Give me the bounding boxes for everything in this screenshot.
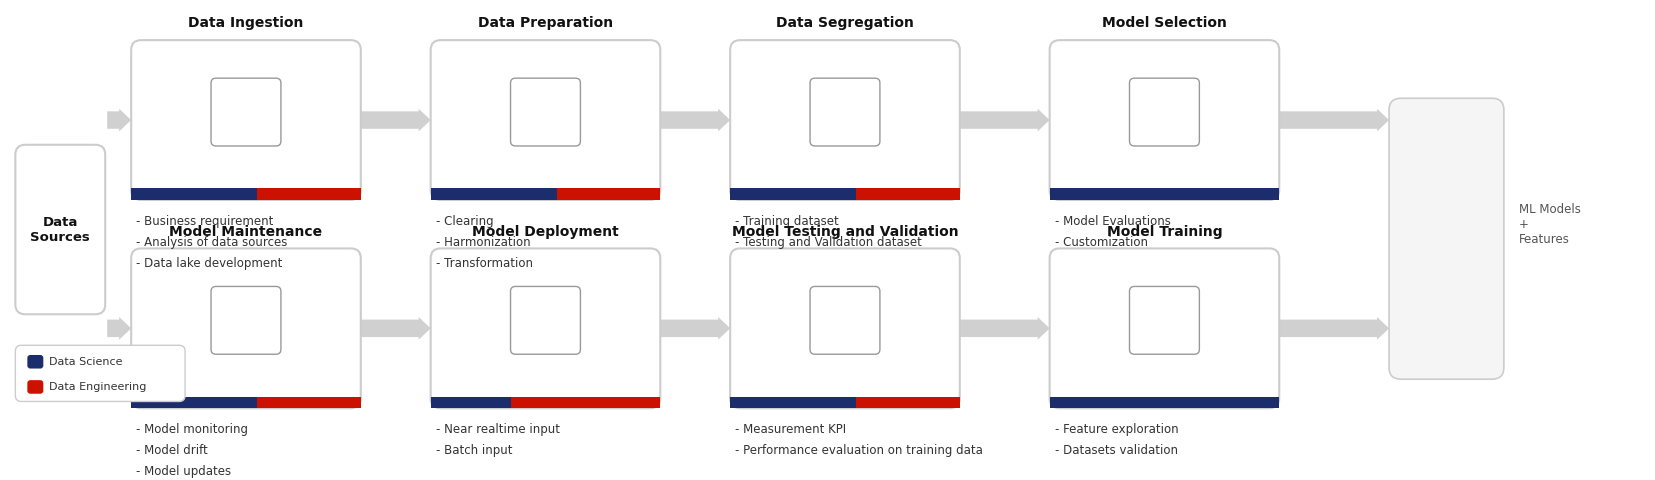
Text: Model Training: Model Training (1106, 225, 1221, 239)
FancyArrow shape (660, 109, 730, 132)
Text: - Clearing: - Clearing (435, 215, 493, 228)
FancyBboxPatch shape (730, 40, 960, 200)
Text: Data Science: Data Science (50, 357, 122, 367)
Text: Model Selection: Model Selection (1101, 16, 1226, 30)
Bar (1049, 188, 1278, 200)
Text: - Model updates: - Model updates (136, 466, 232, 479)
Text: - Datasets validation: - Datasets validation (1054, 444, 1177, 457)
FancyArrow shape (1278, 317, 1389, 340)
Text: - Near realtime input: - Near realtime input (435, 423, 559, 436)
Text: - Measurement KPI: - Measurement KPI (735, 423, 846, 436)
Bar (257, 396, 361, 408)
FancyBboxPatch shape (15, 345, 185, 401)
FancyBboxPatch shape (430, 40, 660, 200)
Text: - Model monitoring: - Model monitoring (136, 423, 248, 436)
FancyBboxPatch shape (131, 249, 361, 408)
FancyBboxPatch shape (15, 145, 106, 314)
FancyBboxPatch shape (1389, 98, 1503, 379)
Text: - Feature exploration: - Feature exploration (1054, 423, 1178, 436)
FancyArrow shape (361, 317, 430, 340)
FancyBboxPatch shape (210, 287, 281, 354)
Text: Data
Sources: Data Sources (30, 216, 89, 243)
FancyArrow shape (108, 109, 131, 132)
FancyBboxPatch shape (809, 287, 879, 354)
FancyArrow shape (108, 317, 131, 340)
Bar (131, 396, 257, 408)
Bar (430, 188, 556, 200)
FancyBboxPatch shape (430, 249, 660, 408)
FancyArrow shape (660, 317, 730, 340)
Bar (1049, 396, 1278, 408)
Text: - Testing and Validation dataset: - Testing and Validation dataset (735, 236, 922, 249)
Text: ML Models
+
Features: ML Models + Features (1518, 203, 1581, 246)
FancyBboxPatch shape (730, 249, 960, 408)
Text: - Batch input: - Batch input (435, 444, 511, 457)
Text: Data Preparation: Data Preparation (478, 16, 612, 30)
Text: Data Ingestion: Data Ingestion (189, 16, 303, 30)
FancyBboxPatch shape (28, 380, 43, 394)
FancyBboxPatch shape (28, 355, 43, 369)
Text: Model Testing and Validation: Model Testing and Validation (732, 225, 958, 239)
Text: Model Deployment: Model Deployment (472, 225, 619, 239)
Text: - Model drift: - Model drift (136, 444, 209, 457)
Text: Model Maintenance: Model Maintenance (169, 225, 323, 239)
Bar (430, 396, 511, 408)
Bar (257, 188, 361, 200)
Text: - Data lake development: - Data lake development (136, 257, 283, 270)
FancyArrow shape (361, 109, 430, 132)
Text: - Business requirement: - Business requirement (136, 215, 273, 228)
Text: - Transformation: - Transformation (435, 257, 533, 270)
FancyBboxPatch shape (1049, 40, 1278, 200)
FancyBboxPatch shape (210, 78, 281, 146)
FancyArrow shape (960, 109, 1049, 132)
FancyBboxPatch shape (510, 287, 579, 354)
FancyBboxPatch shape (1129, 287, 1198, 354)
Text: - Customization: - Customization (1054, 236, 1147, 249)
Text: - Training dataset: - Training dataset (735, 215, 839, 228)
FancyBboxPatch shape (131, 40, 361, 200)
Text: Data Engineering: Data Engineering (50, 382, 147, 392)
Bar (856, 188, 960, 200)
FancyArrow shape (1278, 109, 1389, 132)
Bar (511, 396, 660, 408)
Bar (856, 396, 960, 408)
FancyBboxPatch shape (1129, 78, 1198, 146)
Text: - Performance evaluation on training data: - Performance evaluation on training dat… (735, 444, 983, 457)
FancyBboxPatch shape (1049, 249, 1278, 408)
FancyBboxPatch shape (809, 78, 879, 146)
Text: - Analysis of data sources: - Analysis of data sources (136, 236, 288, 249)
Text: - Model Evaluations: - Model Evaluations (1054, 215, 1170, 228)
Text: Data Segregation: Data Segregation (776, 16, 914, 30)
FancyBboxPatch shape (510, 78, 579, 146)
FancyArrow shape (960, 317, 1049, 340)
Text: - Harmonization: - Harmonization (435, 236, 530, 249)
Bar (730, 188, 856, 200)
Bar (556, 188, 660, 200)
Bar (730, 396, 856, 408)
Bar (131, 188, 257, 200)
